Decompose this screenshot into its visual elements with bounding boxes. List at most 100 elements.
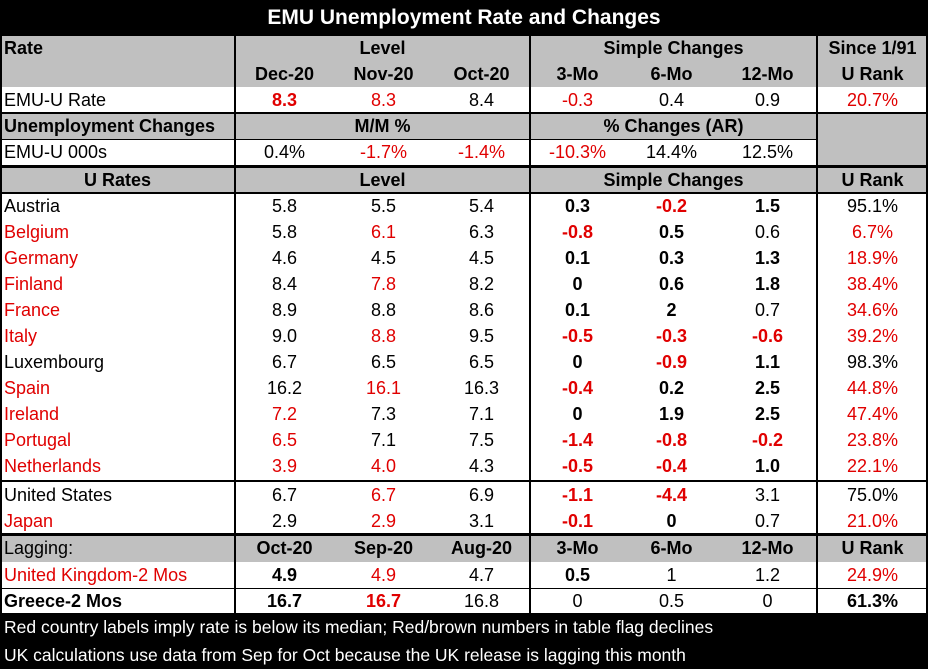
emu-rate-value: 0.9 [754, 89, 781, 110]
country-label: Finland [4, 273, 64, 294]
country-value: -0.1 [561, 510, 594, 531]
country-value: 18.9% [846, 247, 899, 268]
country-value: 8.6 [468, 299, 495, 320]
subheader-4: 6-Mo [650, 63, 693, 84]
country-value: 4.6 [271, 247, 298, 268]
country-value: 98.3% [846, 351, 899, 372]
country-value: 4.7 [468, 564, 495, 585]
lagging-header: Oct-20 [256, 537, 313, 558]
country-value: 0 [572, 351, 583, 372]
country-value: 44.8% [846, 377, 899, 398]
country-value: 0.1 [564, 247, 591, 268]
country-value: 6.9 [468, 484, 495, 505]
country-value: 16.8 [463, 590, 500, 611]
footnote-2: UK calculations use data from Sep for Oc… [0, 641, 928, 669]
country-value: 6.7% [851, 221, 894, 242]
table-title: EMU Unemployment Rate and Changes [0, 0, 928, 35]
country-label: United Kingdom-2 Mos [4, 564, 188, 585]
subheader-1: Nov-20 [353, 63, 414, 84]
lagging-header: 12-Mo [741, 537, 794, 558]
country-value: 61.3% [846, 590, 899, 611]
column-divider [529, 35, 531, 614]
country-value: 8.4 [271, 273, 298, 294]
country-value: 16.7 [365, 590, 402, 611]
emu-rate-value: -0.3 [561, 89, 594, 110]
country-value: 2.9 [271, 510, 298, 531]
lagging-header: U Rank [841, 537, 904, 558]
country-label: Portugal [4, 429, 72, 450]
header-simple-changes-2: Simple Changes [603, 169, 744, 190]
lagging-header: Lagging: [4, 537, 74, 558]
country-value: -0.5 [561, 325, 594, 346]
country-value: 0 [572, 273, 583, 294]
header-band-rank-blank [817, 113, 928, 165]
column-divider [234, 35, 236, 614]
header-unemployment-changes: Unemployment Changes [4, 115, 216, 136]
country-value: 2.9 [370, 510, 397, 531]
header-simple-changes: Simple Changes [603, 37, 744, 58]
country-value: 6.3 [468, 221, 495, 242]
country-value: 0 [666, 510, 677, 531]
country-value: 47.4% [846, 403, 899, 424]
country-value: 21.0% [846, 510, 899, 531]
country-value: -4.4 [655, 484, 688, 505]
country-value: 6.5 [468, 351, 495, 372]
country-value: 22.1% [846, 455, 899, 476]
country-value: 4.0 [370, 455, 397, 476]
country-value: 5.4 [468, 195, 495, 216]
country-value: 0.6 [658, 273, 685, 294]
country-value: 0.3 [658, 247, 685, 268]
country-value: 34.6% [846, 299, 899, 320]
country-label: Italy [4, 325, 38, 346]
header-band-changes [0, 113, 530, 139]
country-value: 16.2 [266, 377, 303, 398]
emu-rate-value: 0.4 [658, 89, 685, 110]
emu-000s-value: 12.5% [741, 141, 794, 162]
header-pct-changes: % Changes (AR) [603, 115, 744, 136]
country-label: France [4, 299, 61, 320]
country-label: United States [4, 484, 113, 505]
country-value: 6.1 [370, 221, 397, 242]
country-value: 23.8% [846, 429, 899, 450]
row-divider [0, 164, 928, 168]
country-value: 7.5 [468, 429, 495, 450]
country-value: 6.7 [370, 484, 397, 505]
country-value: 9.5 [468, 325, 495, 346]
country-value: 1.2 [754, 564, 781, 585]
row-divider [0, 532, 928, 536]
country-value: 8.8 [370, 325, 397, 346]
lagging-header: Sep-20 [353, 537, 414, 558]
row-label-emu-u-rate: EMU-U Rate [4, 89, 107, 110]
country-value: 7.1 [468, 403, 495, 424]
country-value: 9.0 [271, 325, 298, 346]
row-divider [0, 34, 928, 36]
emu-000s-value: 14.4% [645, 141, 698, 162]
country-value: 4.3 [468, 455, 495, 476]
country-value: 0.5 [564, 564, 591, 585]
country-label: Austria [4, 195, 61, 216]
country-value: -0.9 [655, 351, 688, 372]
country-value: 7.2 [271, 403, 298, 424]
country-value: 1.5 [754, 195, 781, 216]
emu-000s-value: -1.7% [359, 141, 408, 162]
header-since: Since 1/91 [828, 37, 917, 58]
country-value: 16.3 [463, 377, 500, 398]
country-value: 3.9 [271, 455, 298, 476]
country-value: 2.5 [754, 377, 781, 398]
emu-000s-value: 0.4% [263, 141, 306, 162]
country-value: -0.6 [751, 325, 784, 346]
subheader-5: 12-Mo [741, 63, 794, 84]
country-value: 0.6 [754, 221, 781, 242]
country-value: 7.8 [370, 273, 397, 294]
subheader-6: U Rank [841, 63, 904, 84]
country-value: 3.1 [754, 484, 781, 505]
row-label-emu-u-000s: EMU-U 000s [4, 141, 108, 162]
emu-rate-value: 8.4 [468, 89, 495, 110]
country-value: 7.1 [370, 429, 397, 450]
row-divider [0, 192, 928, 194]
country-value: 6.5 [370, 351, 397, 372]
header-band-lagging [0, 534, 928, 562]
country-value: 2 [666, 299, 677, 320]
country-label: Japan [4, 510, 54, 531]
